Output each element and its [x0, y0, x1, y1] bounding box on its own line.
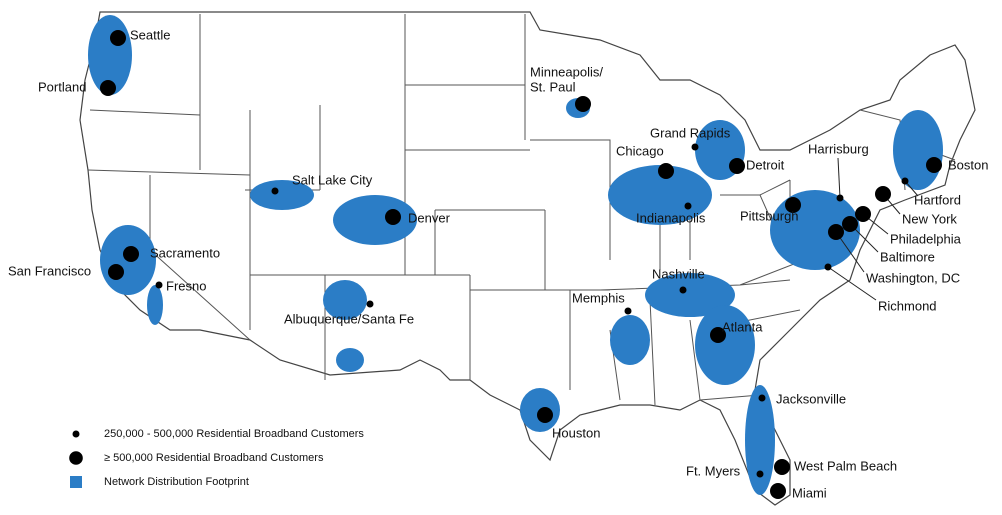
footprint-area	[695, 305, 755, 385]
city-label: Minneapolis/	[530, 64, 603, 79]
city-label: Seattle	[130, 27, 170, 42]
legend-swatch	[70, 476, 82, 488]
city-label: West Palm Beach	[794, 458, 897, 473]
states	[79, 11, 976, 506]
city-marker	[901, 177, 909, 185]
city-marker	[691, 143, 699, 151]
city-label: Nashville	[652, 266, 705, 281]
city-label: Salt Lake City	[292, 172, 373, 187]
footprint-area	[610, 315, 650, 365]
city-marker	[785, 197, 801, 213]
city-marker	[385, 209, 401, 225]
footprint-area	[336, 348, 364, 372]
cities: Salt Lake City Fresno Albuquerque/Santa Fe…	[8, 27, 988, 500]
footprint-area	[645, 273, 735, 317]
us-outline	[79, 11, 976, 506]
city-marker	[758, 394, 766, 402]
leader-line	[827, 266, 877, 301]
city-marker	[828, 224, 844, 240]
city-marker	[770, 483, 786, 499]
city-marker	[366, 300, 374, 308]
city-marker	[271, 187, 279, 195]
footprint-area	[333, 195, 417, 245]
footprint-area	[893, 110, 943, 190]
footprint-area	[323, 280, 367, 320]
leader-line	[835, 231, 865, 273]
city-label: Houston	[552, 425, 600, 440]
footprint-area	[147, 285, 163, 325]
city-marker	[774, 459, 790, 475]
footprint-area	[745, 385, 775, 495]
city-marker	[123, 246, 139, 262]
city-label: Harrisburg	[808, 141, 869, 156]
footprint-area	[608, 165, 712, 225]
city-label: St. Paul	[530, 79, 576, 94]
legend-label: 250,000 - 500,000 Residential Broadband …	[104, 428, 364, 440]
city-label: Jacksonville	[776, 391, 846, 406]
city-label: Sacramento	[150, 245, 220, 260]
city-label: Ft. Myers	[686, 463, 741, 478]
legend-marker	[72, 430, 80, 438]
city-marker	[926, 157, 942, 173]
city-marker	[842, 216, 858, 232]
city-label: Miami	[792, 485, 827, 500]
city-marker	[624, 307, 632, 315]
city-label: Fresno	[166, 278, 206, 293]
city-label: Boston	[948, 157, 988, 172]
city-label: Richmond	[878, 298, 937, 313]
city-marker	[575, 96, 591, 112]
city-marker	[710, 327, 726, 343]
city-label: Denver	[408, 210, 451, 225]
city-label: Chicago	[616, 143, 664, 158]
city-marker	[756, 470, 764, 478]
city-marker	[110, 30, 126, 46]
city-label: Detroit	[746, 157, 785, 172]
city-label: Grand Rapids	[650, 125, 731, 140]
city-label: Portland	[38, 79, 86, 94]
city-label: Indianapolis	[636, 210, 706, 225]
city-marker	[855, 206, 871, 222]
city-label: Memphis	[572, 290, 625, 305]
city-marker	[100, 80, 116, 96]
city-marker	[679, 286, 687, 294]
network-footprint	[88, 15, 943, 495]
leader-line	[837, 157, 841, 199]
legend: 250,000 - 500,000 Residential Broadband …	[69, 428, 364, 488]
city-marker	[684, 202, 692, 210]
city-marker	[836, 194, 844, 202]
city-label: Philadelphia	[890, 231, 962, 246]
city-marker	[658, 163, 674, 179]
city-marker	[875, 186, 891, 202]
city-marker	[729, 158, 745, 174]
city-label: Pittsburgh	[740, 208, 799, 223]
legend-marker	[69, 451, 83, 465]
city-label: Albuquerque/Santa Fe	[284, 311, 414, 326]
city-label: Atlanta	[722, 319, 763, 334]
city-label: New York	[902, 211, 957, 226]
city-label: San Francisco	[8, 263, 91, 278]
footprint-area	[250, 180, 314, 210]
legend-label: Network Distribution Footprint	[104, 476, 249, 488]
city-label: Washington, DC	[866, 270, 960, 285]
legend-label: ≥ 500,000 Residential Broadband Customer…	[104, 452, 324, 464]
city-label: Hartford	[914, 192, 961, 207]
city-marker	[108, 264, 124, 280]
city-marker	[537, 407, 553, 423]
city-marker	[824, 263, 832, 271]
city-label: Baltimore	[880, 249, 935, 264]
city-marker	[155, 281, 163, 289]
